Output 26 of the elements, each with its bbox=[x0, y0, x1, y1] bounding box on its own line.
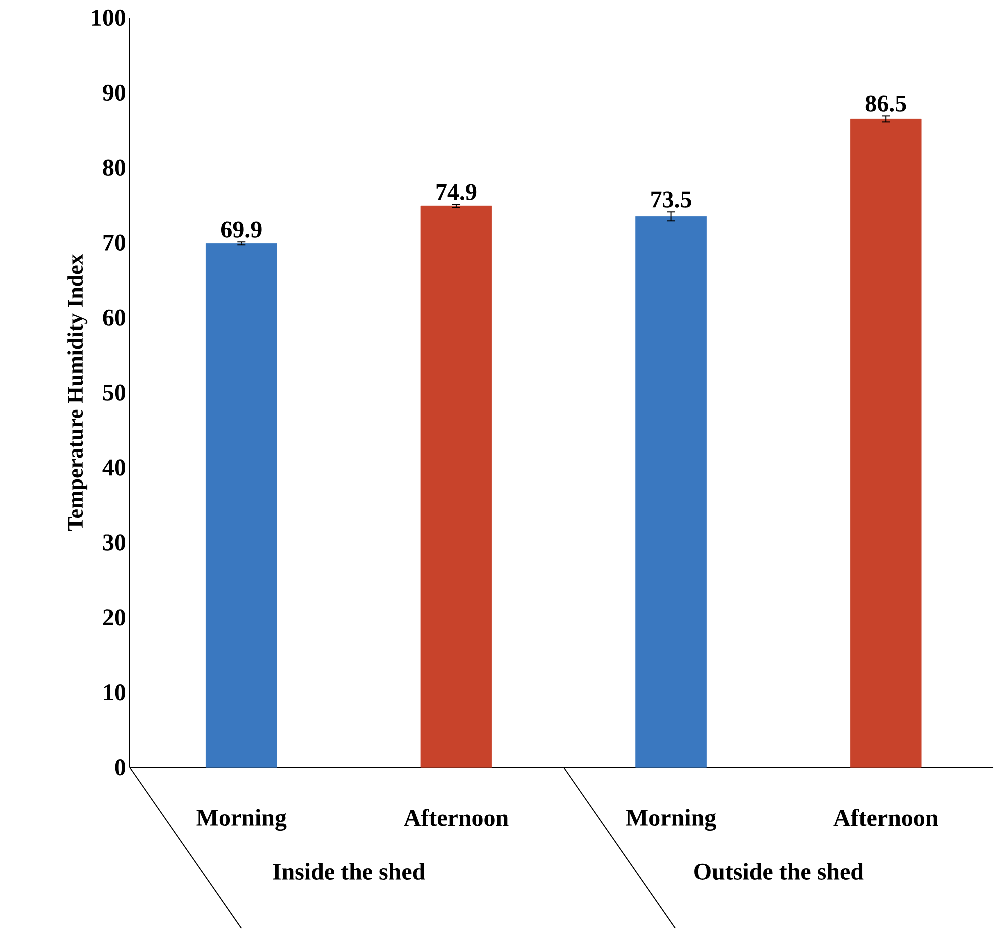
y-tick-label: 20 bbox=[103, 610, 126, 626]
y-axis-title: Temperature Humidity Index bbox=[68, 254, 88, 532]
bar bbox=[636, 216, 707, 768]
y-tick-label: 50 bbox=[103, 384, 126, 401]
data-label: 73.5 bbox=[652, 192, 692, 208]
y-tick-label: 30 bbox=[103, 534, 126, 551]
data-label: 74.9 bbox=[436, 184, 477, 200]
y-tick-label: 80 bbox=[103, 160, 126, 176]
x-tick-label: Afternoon bbox=[404, 809, 509, 826]
x-tick-label: Morning bbox=[626, 809, 716, 832]
bar bbox=[850, 118, 922, 768]
data-label: 86.5 bbox=[866, 96, 906, 112]
bar bbox=[420, 206, 492, 768]
bar bbox=[206, 243, 278, 768]
y-tick-label: 100 bbox=[92, 10, 126, 26]
y-tick-label: 10 bbox=[104, 684, 126, 701]
text: Inside the shed bbox=[273, 863, 426, 880]
y-tick-label: 0 bbox=[115, 759, 126, 776]
text: Outside the shed bbox=[694, 863, 864, 880]
x-tick-label: Morning bbox=[196, 809, 287, 832]
y-tick-label: 40 bbox=[102, 460, 126, 476]
y-tick-label: 90 bbox=[103, 84, 126, 102]
x-tick-label: Afternoon bbox=[834, 809, 938, 826]
y-tick-label: 70 bbox=[104, 234, 126, 251]
y-tick-label: 60 bbox=[103, 310, 126, 326]
data-label: 69.9 bbox=[221, 222, 262, 238]
